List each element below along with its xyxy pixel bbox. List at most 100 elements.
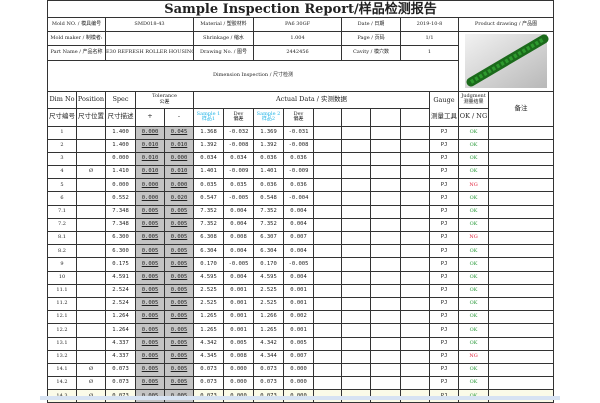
spec-cell: 2.524 xyxy=(105,283,136,298)
sample-1-label: Sample 1 xyxy=(196,110,221,117)
sample-1-cell: 0.034 xyxy=(193,151,224,167)
gauge-cell: PJ xyxy=(429,296,459,312)
spec-cell: 6.300 xyxy=(105,244,136,259)
tolerance-minus-cell: 0.005 xyxy=(164,362,194,378)
judgment-label: Judgment xyxy=(461,93,486,99)
position-cell xyxy=(76,270,106,285)
window-bottom-edge xyxy=(40,396,560,400)
tolerance-plus-cell: 0.005 xyxy=(135,204,165,219)
tolerance-minus-cell: 0.000 xyxy=(164,151,194,167)
dev-2-cell: 0.000 xyxy=(283,376,314,391)
empty-cell xyxy=(370,230,401,246)
empty-cell xyxy=(341,349,371,364)
empty-cell xyxy=(400,349,430,364)
header-spec: Spec xyxy=(105,90,136,109)
tolerance-minus-cell: 0.005 xyxy=(164,257,194,272)
position-cell xyxy=(76,138,106,153)
empty-cell xyxy=(370,283,401,298)
tolerance-plus-cell: 0.000 xyxy=(135,191,165,206)
product-drawing-label: Product drawing / 产品图 xyxy=(457,17,555,32)
header-empty xyxy=(400,107,430,127)
gauge-cell: PJ xyxy=(429,349,459,364)
header-empty xyxy=(370,107,401,127)
part-name-value: E30 REFRESH ROLLER HOUSING xyxy=(105,45,194,61)
judgment-cell: NG xyxy=(458,230,489,246)
date-value: 2019-10-8 xyxy=(400,17,459,32)
empty-cell xyxy=(341,376,371,391)
empty-cell xyxy=(341,257,371,272)
empty-cell xyxy=(341,151,371,167)
judgment-cell: OK xyxy=(458,336,489,351)
dev-2-cell: 0.000 xyxy=(283,362,314,378)
spec-cell: 0.073 xyxy=(105,376,136,391)
empty-cell xyxy=(400,270,430,285)
dev-2-cell: 0.004 xyxy=(283,217,314,233)
material-label: Material / 塑胶材料 xyxy=(193,17,254,32)
tolerance-plus-cell: 0.010 xyxy=(135,151,165,167)
empty-cell xyxy=(313,323,342,338)
sample-2-label-cn: 样品2 xyxy=(261,116,276,122)
empty-cell xyxy=(370,151,401,167)
tolerance-label-cn: 公差 xyxy=(159,98,170,105)
sample-2-cell: 6.307 xyxy=(253,230,284,246)
position-cell xyxy=(76,257,106,272)
dim-no-cell: 5 xyxy=(47,178,77,193)
dim-no-cell: 14.1 xyxy=(47,362,77,378)
empty-cell xyxy=(400,230,430,246)
empty-cell xyxy=(341,270,371,285)
dev-2-cell: 0.004 xyxy=(283,244,314,259)
drawing-no-value: 2442456 xyxy=(253,45,342,61)
tolerance-plus-cell: 0.010 xyxy=(135,165,165,180)
empty-cell xyxy=(370,323,401,338)
empty-cell xyxy=(341,178,371,193)
dev-1-cell: 0.001 xyxy=(223,323,254,338)
shrinkage-value: 1.004 xyxy=(253,30,342,47)
spec-cell: 4.337 xyxy=(105,336,136,351)
spec-cell: 1.264 xyxy=(105,323,136,338)
sample-1-cell: 4.342 xyxy=(193,336,224,351)
empty-cell xyxy=(341,138,371,153)
sample-2-cell: 1.401 xyxy=(253,165,284,180)
tolerance-plus-cell: 0.005 xyxy=(135,217,165,233)
dev-2-cell: 0.005 xyxy=(283,336,314,351)
empty-cell xyxy=(341,296,371,312)
gauge-cell: PJ xyxy=(429,310,459,325)
header-gauge: Gauge 测量工具 xyxy=(429,90,459,127)
empty-cell xyxy=(370,244,401,259)
dev-1-cell: -0.005 xyxy=(223,191,254,206)
empty-cell xyxy=(400,362,430,378)
tolerance-minus-cell: 0.005 xyxy=(164,217,194,233)
table-row: 12.2 1.264 0.005 0.005 1.265 0.001 1.265 0.001 P… xyxy=(47,323,555,338)
dim-no-cell: 12.1 xyxy=(47,310,77,325)
dev-2-cell: 0.001 xyxy=(283,296,314,312)
tolerance-plus-cell: 0.005 xyxy=(135,230,165,246)
dim-no-cell: 11.1 xyxy=(47,283,77,298)
tolerance-minus-cell: 0.005 xyxy=(164,323,194,338)
empty-cell xyxy=(370,310,401,325)
empty-cell xyxy=(341,217,371,233)
header-position: Position xyxy=(76,90,106,109)
empty-cell xyxy=(313,217,342,233)
spec-cell: 1.410 xyxy=(105,165,136,180)
empty-cell xyxy=(313,151,342,167)
remarks-cell xyxy=(487,283,555,298)
remarks-cell xyxy=(487,310,555,325)
tolerance-minus-cell: 0.020 xyxy=(164,191,194,206)
tolerance-minus-cell: 0.010 xyxy=(164,165,194,180)
empty-cell xyxy=(370,204,401,219)
judgment-cell: OK xyxy=(458,138,489,153)
empty-cell xyxy=(313,125,342,140)
sample-1-cell: 0.170 xyxy=(193,257,224,272)
empty-cell xyxy=(313,244,342,259)
dev-2-label: Dev xyxy=(293,110,304,117)
position-cell xyxy=(76,230,106,246)
inspection-report-sheet: Sample Inspection Report/样品检测报告 Mold NO.… xyxy=(46,0,555,403)
tolerance-minus-cell: 0.005 xyxy=(164,230,194,246)
table-row: 12.1 1.264 0.005 0.005 1.265 0.001 1.266 0.002 P… xyxy=(47,310,555,325)
report-title: Sample Inspection Report/样品检测报告 xyxy=(46,0,555,18)
empty-cell xyxy=(341,165,371,180)
table-row: 14.1 Ø 0.073 0.005 0.005 0.073 0.000 0.073 0.000… xyxy=(47,362,555,378)
dev-2-cell: 0.007 xyxy=(283,230,314,246)
gauge-cell: PJ xyxy=(429,165,459,180)
empty-cell xyxy=(400,204,430,219)
